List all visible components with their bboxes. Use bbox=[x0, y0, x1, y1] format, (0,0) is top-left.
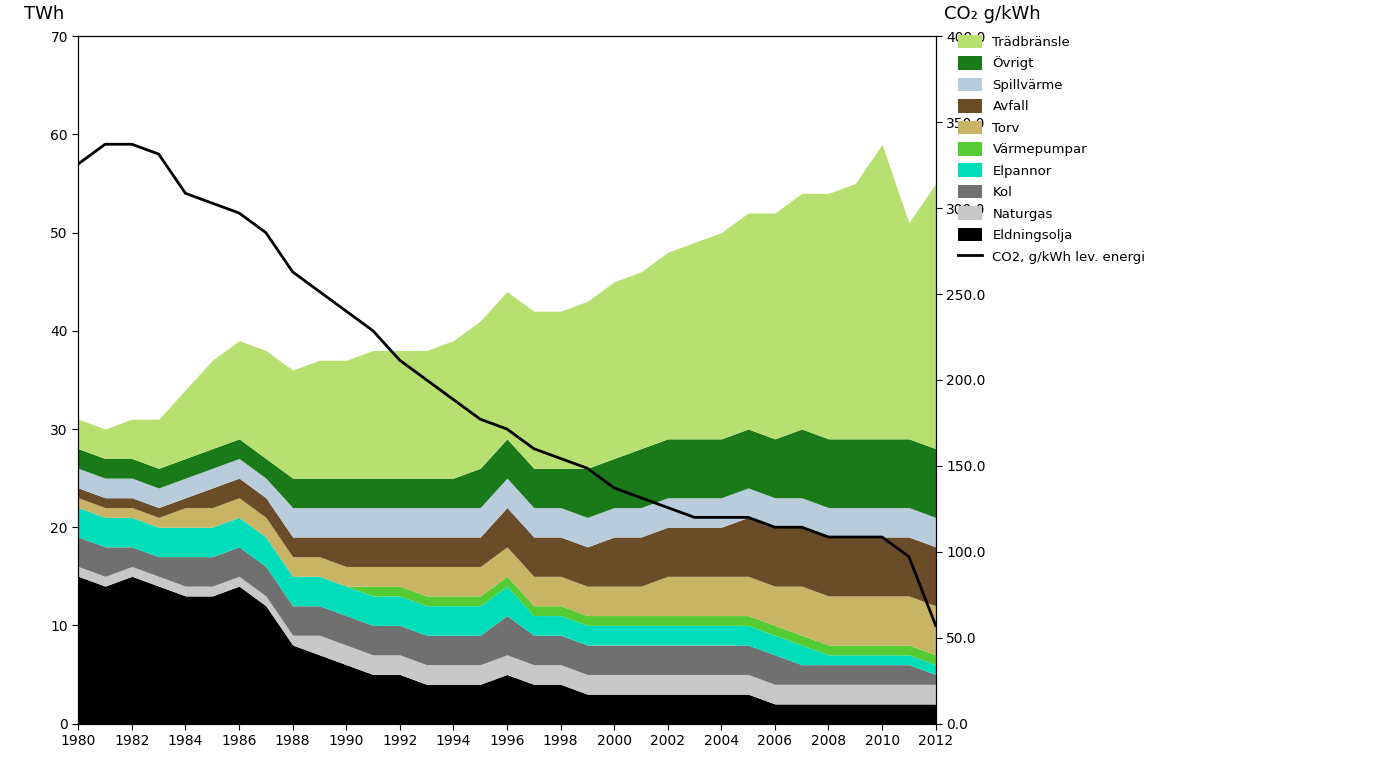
CO2, g/kWh lev. energi bbox=[900, 552, 917, 562]
CO2, g/kWh lev. energi bbox=[96, 140, 113, 149]
CO2, g/kWh lev. energi bbox=[338, 307, 355, 316]
CO2, g/kWh lev. energi bbox=[525, 444, 542, 453]
CO2, g/kWh lev. energi bbox=[928, 621, 944, 630]
CO2, g/kWh lev. energi bbox=[740, 513, 756, 522]
CO2, g/kWh lev. energi bbox=[713, 513, 730, 522]
CO2, g/kWh lev. energi bbox=[552, 454, 568, 463]
CO2, g/kWh lev. energi bbox=[766, 523, 783, 532]
CO2, g/kWh lev. energi bbox=[444, 395, 461, 404]
CO2, g/kWh lev. energi bbox=[418, 375, 435, 385]
CO2, g/kWh lev. energi bbox=[606, 483, 623, 492]
CO2, g/kWh lev. energi bbox=[794, 523, 811, 532]
Line: CO2, g/kWh lev. energi: CO2, g/kWh lev. energi bbox=[78, 144, 936, 626]
CO2, g/kWh lev. energi bbox=[203, 198, 220, 208]
CO2, g/kWh lev. energi bbox=[847, 533, 864, 542]
CO2, g/kWh lev. energi bbox=[311, 287, 327, 296]
Legend: Trädbränsle, Övrigt, Spillvärme, Avfall, Torv, Värmepumpar, Elpannor, Kol, Natur: Trädbränsle, Övrigt, Spillvärme, Avfall,… bbox=[953, 30, 1151, 269]
Y-axis label: TWh: TWh bbox=[24, 5, 64, 22]
CO2, g/kWh lev. energi bbox=[231, 208, 248, 217]
CO2, g/kWh lev. energi bbox=[659, 503, 676, 512]
CO2, g/kWh lev. energi bbox=[687, 513, 703, 522]
CO2, g/kWh lev. energi bbox=[391, 356, 408, 365]
Y-axis label: CO₂ g/kWh: CO₂ g/kWh bbox=[944, 5, 1041, 22]
CO2, g/kWh lev. energi bbox=[820, 533, 837, 542]
CO2, g/kWh lev. energi bbox=[873, 533, 890, 542]
CO2, g/kWh lev. energi bbox=[150, 150, 167, 159]
CO2, g/kWh lev. energi bbox=[284, 267, 301, 276]
CO2, g/kWh lev. energi bbox=[579, 464, 596, 473]
CO2, g/kWh lev. energi bbox=[499, 424, 515, 433]
CO2, g/kWh lev. energi bbox=[472, 414, 489, 423]
CO2, g/kWh lev. energi bbox=[365, 327, 382, 336]
CO2, g/kWh lev. energi bbox=[124, 140, 141, 149]
CO2, g/kWh lev. energi bbox=[70, 159, 86, 169]
CO2, g/kWh lev. energi bbox=[258, 228, 274, 237]
CO2, g/kWh lev. energi bbox=[632, 493, 649, 502]
CO2, g/kWh lev. energi bbox=[177, 188, 194, 198]
